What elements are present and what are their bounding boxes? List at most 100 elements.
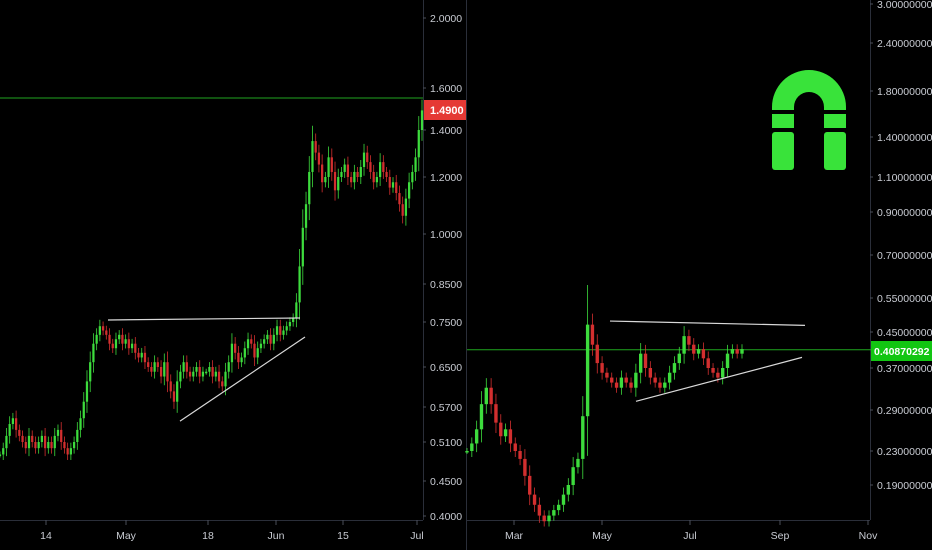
candle-body [465,451,469,453]
candle-body [667,372,672,383]
candle-body [600,363,604,373]
y-tick-label: 0.7500 [430,317,462,329]
candle-body [474,429,479,444]
candle-body [153,362,156,372]
candle-body [140,352,143,358]
candle-body [346,164,350,177]
y-tick-label: 1.0000 [430,229,462,241]
right-chart-panel[interactable]: 3.00000000 2.40000000 1.80000000 1.40000000… [465,0,932,542]
candle-body [282,330,285,335]
right-price-axis[interactable]: 3.00000000 2.40000000 1.80000000 1.40000000… [870,0,932,492]
x-tick-label: Jun [268,530,285,542]
candle-body [0,454,2,456]
candle-body [263,339,266,344]
candle-body [195,367,198,372]
candle-body [333,171,337,191]
candle-body [301,227,304,267]
x-tick-label: Jul [410,530,423,542]
candle-body [95,334,98,344]
candle-body [556,504,561,511]
candle-body [63,442,66,449]
resistance-trendline [107,317,301,321]
candle-body [585,324,590,417]
candle-body [79,418,82,430]
candle-body [378,162,382,177]
candle-body [188,371,192,377]
support-trendline [179,336,306,422]
candle-body [523,458,527,476]
y-tick-label: 1.80000000 [877,86,932,98]
candle-body [275,326,279,335]
candle-body [285,326,288,331]
candle-body [150,367,153,372]
x-tick-label: 15 [337,530,349,542]
candle-body [192,371,195,377]
candle-body [240,357,243,363]
candle-body [513,443,517,451]
candle-body [385,171,388,177]
candle-body [227,362,230,372]
candle-body [211,367,214,377]
candle-body [114,339,118,349]
candle-body [362,152,366,168]
candle-body [82,401,85,419]
y-tick-label: 0.19000000 [877,480,932,492]
candle-body [508,429,513,444]
candle-body [259,343,263,349]
candle-body [137,352,140,358]
left-price-axis[interactable]: 2.0000 1.6000 1.4000 1.2000 1.0000 0.8500 0.75… [423,13,462,523]
candle-body [118,334,121,340]
left-price-series [0,99,424,460]
left-chart-panel[interactable]: 2.0000 1.6000 1.4000 1.2000 1.0000 0.8500 0.75… [0,0,466,542]
candle-body [672,363,677,373]
candle-body [470,443,474,451]
candle-body [66,448,69,455]
candle-body [359,167,362,177]
y-tick-label: 0.4000 [430,511,462,523]
candle-body [56,429,60,436]
candle-body [69,448,72,455]
x-tick-label: Mar [505,530,524,542]
left-time-axis[interactable]: 14 May 18 Jun 15 Jul [40,520,424,542]
y-tick-label: 0.55000000 [877,293,932,305]
candle-body [566,485,571,495]
candle-body [711,368,715,373]
candle-body [40,435,44,442]
candle-body [304,204,308,228]
candle-body [8,424,11,436]
candle-body [411,171,414,183]
support-trendline [635,356,803,402]
candle-body [619,377,624,388]
candle-body [547,515,551,522]
candle-body [484,387,488,405]
candle-body [92,343,95,363]
candle-body [21,435,24,442]
left-trendlines[interactable] [107,317,306,422]
candle-body [634,372,638,388]
candle-body [595,344,599,364]
candle-body [605,372,609,378]
y-tick-label: 0.37000000 [877,363,932,375]
candle-body [561,494,566,505]
candle-body [298,266,301,303]
right-time-axis[interactable]: Mar May Jul Sep Nov [505,520,878,542]
x-tick-label: Jul [683,530,696,542]
candle-body [420,110,424,130]
candle-body [311,141,314,172]
candle-body [614,382,619,388]
candle-body [53,435,56,449]
candle-body [643,353,648,368]
y-tick-label: 0.4500 [430,476,462,488]
candle-body [134,343,137,353]
right-last-price-label: 0.40870292 [874,346,930,358]
y-tick-label: 0.70000000 [877,250,932,262]
candle-body [314,141,317,153]
left-last-price-badge: 1.4900 [424,100,466,120]
candle-body [343,164,346,172]
candle-body [101,326,105,331]
candle-body [417,130,420,158]
y-tick-label: 0.5700 [430,402,462,414]
candle-body [295,302,298,318]
candle-body [147,362,150,367]
right-trendlines[interactable] [609,320,806,402]
